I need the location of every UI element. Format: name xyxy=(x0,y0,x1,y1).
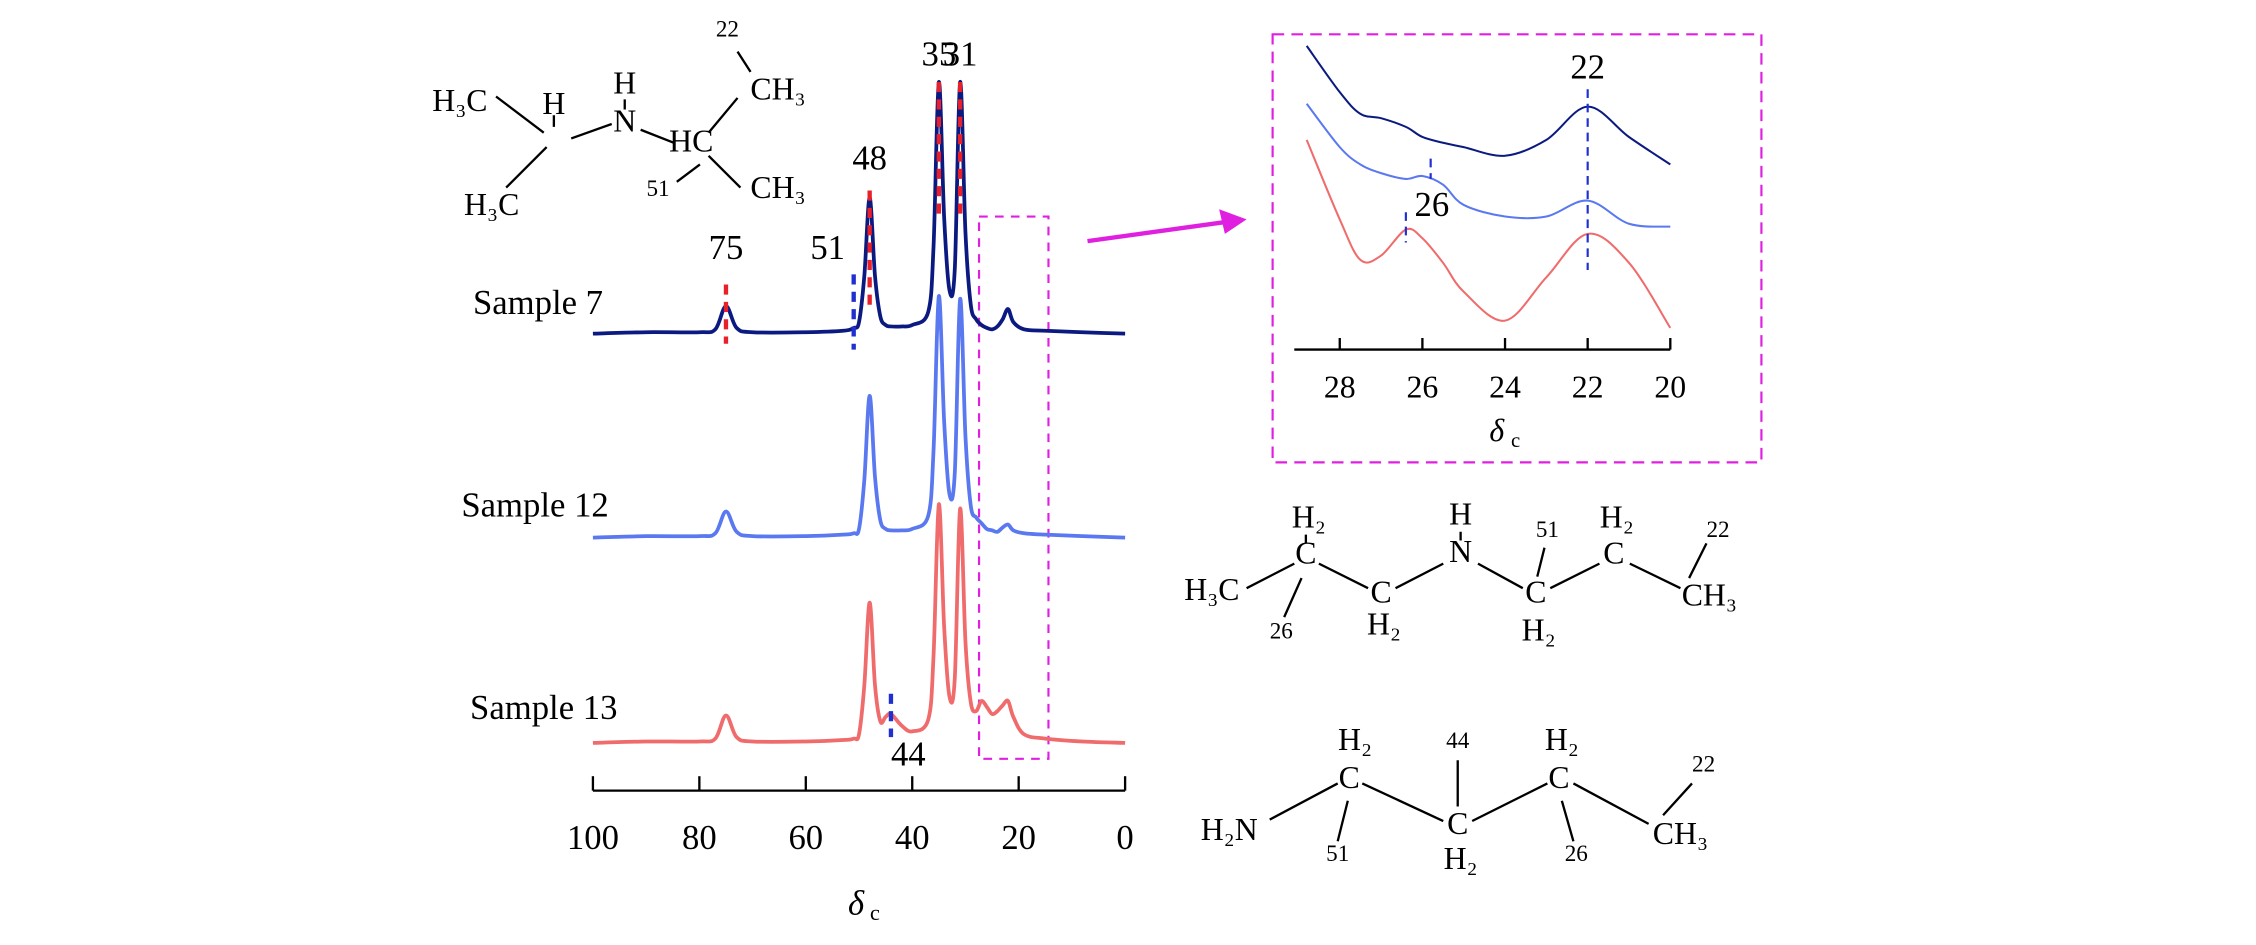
atom-label: HC xyxy=(669,124,713,159)
x-tick-label: 22 xyxy=(1572,369,1604,404)
inset-frame xyxy=(1271,33,1763,464)
atom-label: CH₃ xyxy=(1653,816,1708,851)
series-label: Sample 13 xyxy=(470,688,617,727)
spectrum xyxy=(592,502,1126,745)
atom-label: 44 xyxy=(1446,728,1470,754)
x-axis-label: δ xyxy=(848,883,865,922)
bonds xyxy=(1269,782,1650,825)
atom-label: H₂ xyxy=(1600,500,1634,535)
atom-label: C xyxy=(1603,536,1624,571)
peak-label: 44 xyxy=(891,734,926,773)
atom-label: H xyxy=(542,86,565,121)
bonds xyxy=(1246,531,1681,590)
atom-label: 22 xyxy=(1692,751,1715,777)
atom-label: 22 xyxy=(716,17,739,43)
atom-label: H₂ xyxy=(1522,612,1556,647)
x-tick-label: 24 xyxy=(1489,369,1521,404)
x-tick-label: 60 xyxy=(788,818,823,857)
atom-label: 51 xyxy=(646,176,669,202)
arrow-head xyxy=(1219,209,1247,234)
atom-label: H₃C xyxy=(1184,572,1239,607)
arrow xyxy=(1087,220,1224,244)
x-tick-label: 20 xyxy=(1001,818,1036,857)
atom-label: H₂ xyxy=(1444,841,1478,876)
x-tick-label: 80 xyxy=(682,818,717,857)
atom-label: H₂ xyxy=(1338,722,1372,757)
atom-label: H₂ xyxy=(1292,500,1326,535)
series-label: Sample 12 xyxy=(461,486,608,525)
atom-label: CH₃ xyxy=(750,170,805,205)
arrows xyxy=(1283,542,1708,618)
atom-label: H xyxy=(613,66,636,101)
atom-label: C xyxy=(1370,575,1391,610)
molecule-1: 22 CH₃ H₃C H H N HC H₃C 51 CH₃ xyxy=(432,17,805,222)
molecule-3: H₂ 44 H₂ 22 C C H₂N C CH₃ 51 H₂ 26 xyxy=(1201,722,1715,876)
atom-label: H₃C xyxy=(464,187,519,222)
atom-label: H₂ xyxy=(1367,607,1401,642)
spectrum xyxy=(1305,45,1671,166)
x-axis-label: c xyxy=(870,900,880,925)
spectrum xyxy=(1305,103,1671,228)
atom-label: C xyxy=(1525,575,1546,610)
x-tick-label: 0 xyxy=(1116,818,1133,857)
atom-label: 26 xyxy=(1565,841,1588,867)
atom-label: H₂N xyxy=(1201,812,1258,847)
atom-label: C xyxy=(1295,536,1316,571)
peak-label: 48 xyxy=(852,139,887,178)
peak-label: 22 xyxy=(1570,47,1605,86)
bonds xyxy=(495,95,742,189)
x-axis-label: δ xyxy=(1489,413,1505,448)
x-tick-label: 26 xyxy=(1406,369,1438,404)
peak-label: 31 xyxy=(943,34,978,73)
atom-label: N xyxy=(1449,534,1472,569)
spectrum xyxy=(1305,139,1672,329)
x-axis-label: c xyxy=(1511,430,1520,452)
molecule-2: H₂ H H₂ 22 51 C N C H₃C C C CH₃ 26 H₂ H₂ xyxy=(1184,497,1737,648)
x-tick-label: 100 xyxy=(567,818,619,857)
atom-label: C xyxy=(1339,760,1360,795)
series-label: Sample 7 xyxy=(473,283,603,322)
spectrum xyxy=(592,80,1126,336)
atom-label: 22 xyxy=(1706,517,1729,543)
atom-label: 51 xyxy=(1536,517,1559,543)
zoom-box xyxy=(977,215,1050,760)
spectrum xyxy=(592,294,1126,540)
atom-label: N xyxy=(613,103,636,138)
peak-label: 35 xyxy=(921,34,956,73)
x-tick-label: 20 xyxy=(1654,369,1686,404)
atom-label: H xyxy=(1449,497,1472,532)
atom-label: CH₃ xyxy=(1682,578,1737,613)
atom-label: C xyxy=(1447,806,1468,841)
peak-label: 75 xyxy=(709,228,744,267)
atom-label: CH₃ xyxy=(750,71,805,106)
atom-label: 51 xyxy=(1326,841,1349,867)
atom-label: 26 xyxy=(1270,618,1293,644)
atom-label: C xyxy=(1548,760,1569,795)
peak-label: 26 xyxy=(1415,185,1450,224)
peak-label: 51 xyxy=(810,228,845,267)
atom-label: H₂ xyxy=(1545,722,1579,757)
x-tick-label: 40 xyxy=(895,818,930,857)
arrows xyxy=(676,51,752,183)
arrows xyxy=(1336,760,1693,842)
x-tick-label: 28 xyxy=(1324,369,1356,404)
atom-label: H₃C xyxy=(432,83,487,118)
